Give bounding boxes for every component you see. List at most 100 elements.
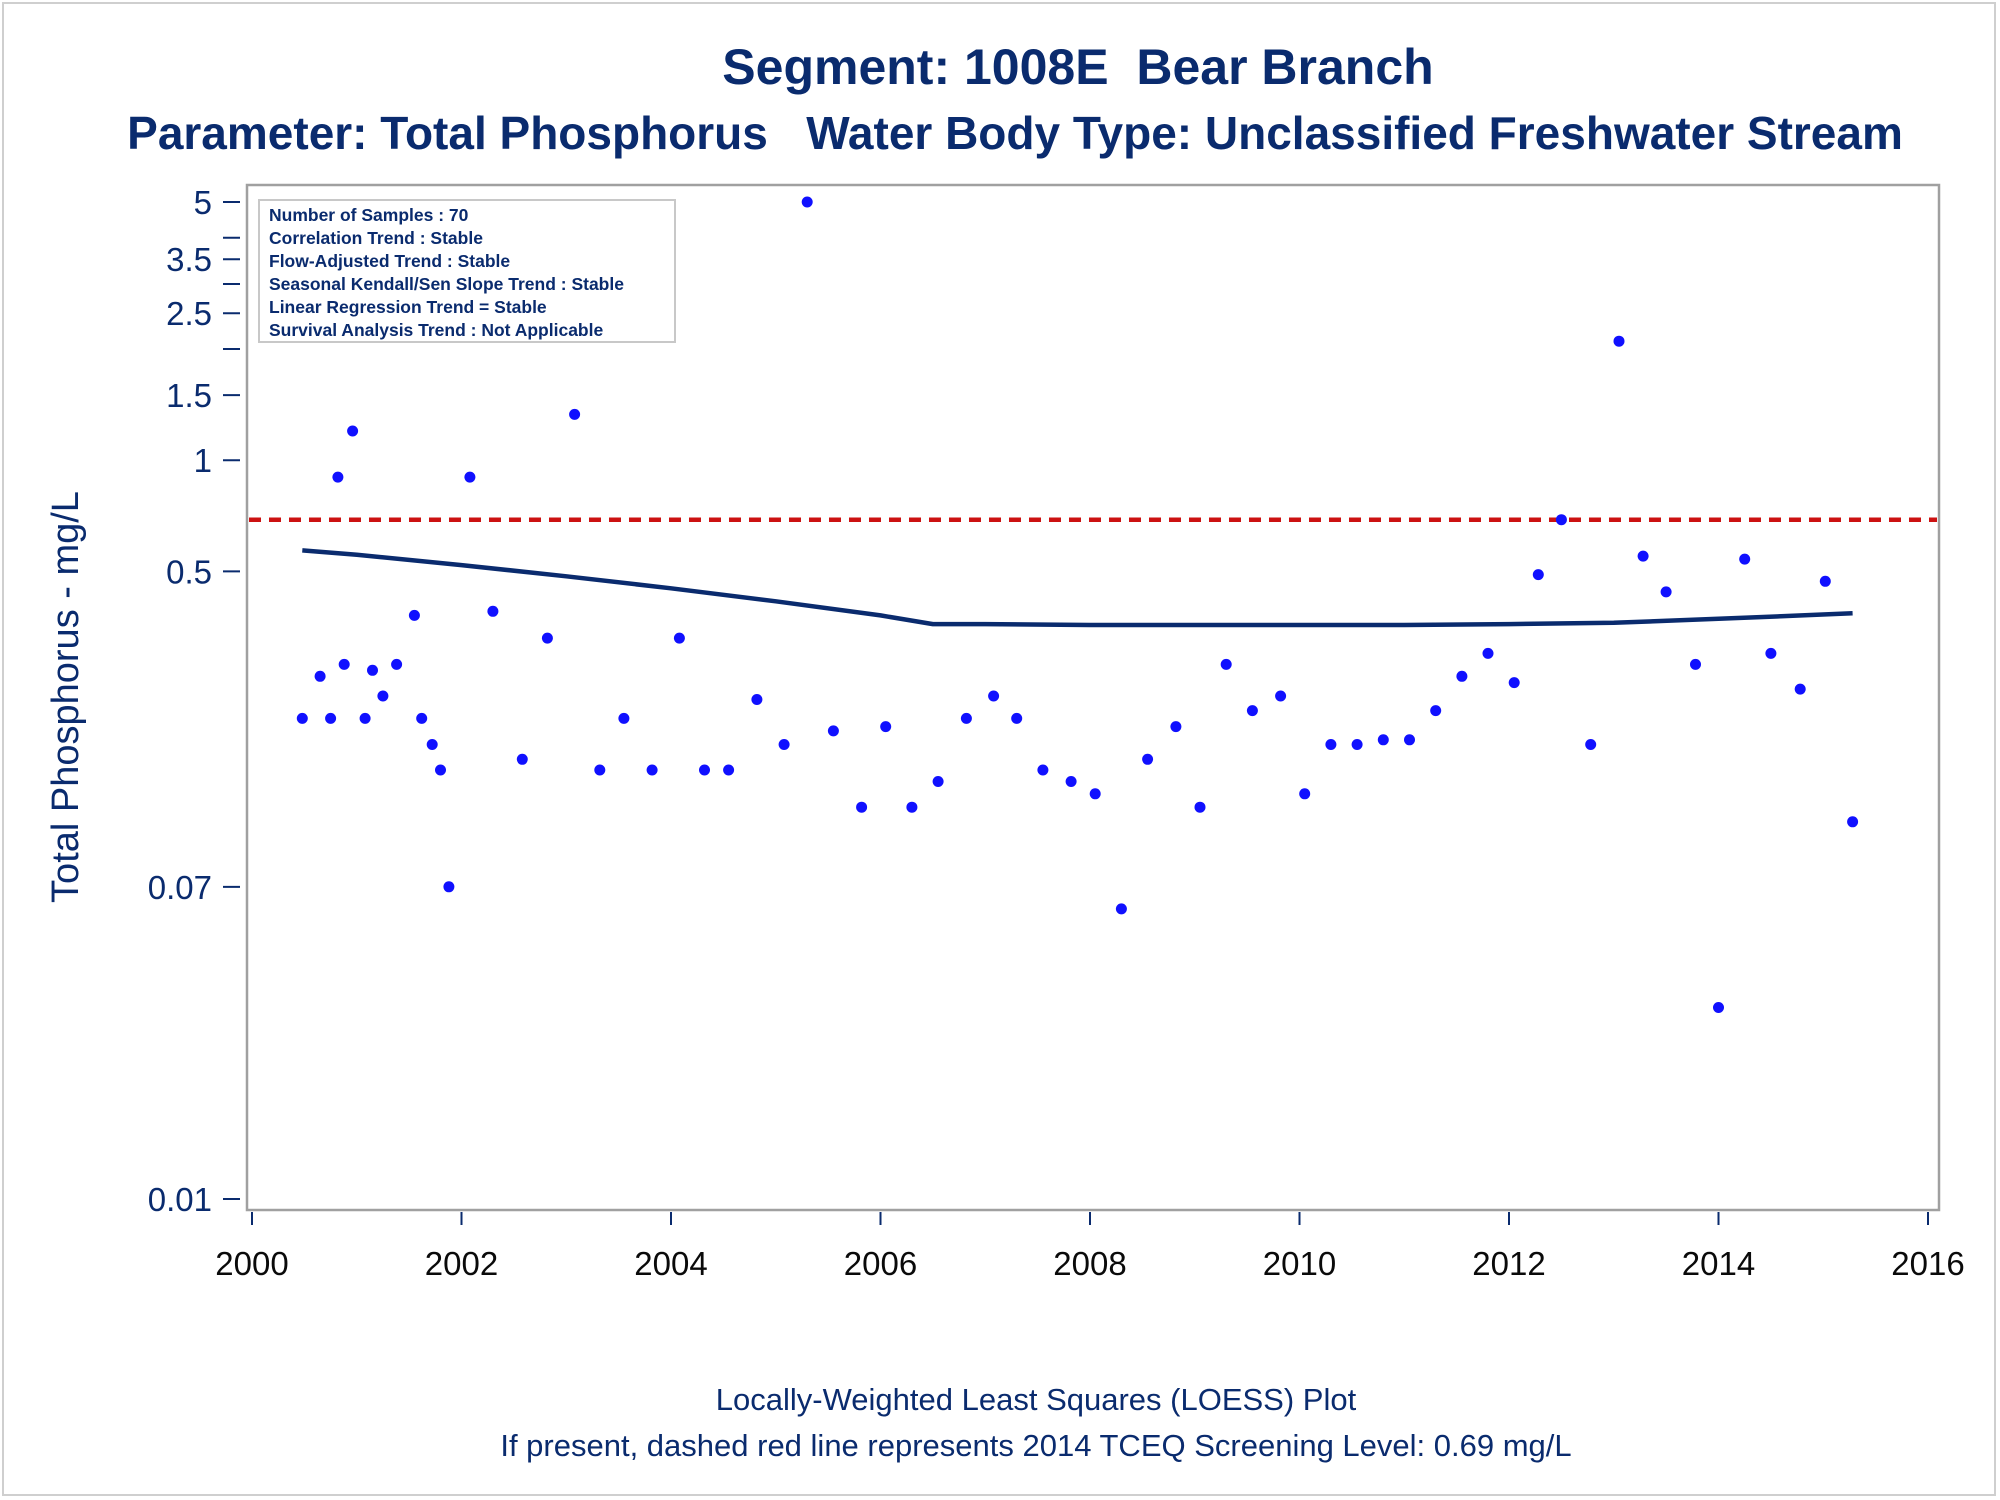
data-point [332,471,344,483]
data-point [778,739,790,750]
data-point [1690,658,1701,670]
footnote-screening: If present, dashed red line represents 2… [500,1428,1572,1463]
x-tick-label: 2010 [1263,1245,1336,1282]
data-point [1089,788,1101,800]
data-point [618,712,630,724]
data-point [377,690,389,702]
y-tick-label: 0.5 [166,553,212,590]
data-point [1404,734,1415,746]
data-point [906,801,918,813]
data-point [1246,705,1258,717]
data-point [1794,683,1806,695]
y-tick-label: 2.5 [166,295,212,332]
data-point [1115,903,1127,915]
data-point [1508,677,1520,689]
data-point [516,753,528,765]
x-tick-label: 2012 [1472,1245,1545,1282]
info-box: Number of Samples : 70 Correlation Trend… [258,199,676,343]
info-line: Flow-Adjusted Trend : Stable [269,251,510,271]
data-point [1351,739,1363,750]
data-point [699,764,710,776]
loess-line [302,548,1853,628]
data-point [1194,801,1206,813]
data-point [827,725,839,737]
info-line: Survival Analysis Trend : Not Applicable [269,320,603,340]
data-point [1847,816,1859,828]
data-point [1613,335,1625,347]
data-point [1065,776,1077,787]
x-tick-label: 2000 [215,1245,288,1282]
info-box-border [258,199,676,343]
data-point [880,721,892,733]
data-point [1456,670,1468,682]
data-point [359,712,371,724]
data-point [569,408,581,420]
data-point [673,632,685,644]
data-point [723,764,735,776]
data-point [464,471,476,483]
data-point [1713,1002,1724,1013]
data-point [594,764,606,776]
data-point [1765,647,1777,659]
info-line: Correlation Trend : Stable [269,228,483,248]
y-tick-label: 0.01 [148,1181,212,1218]
data-point [541,632,553,644]
x-tick-label: 2006 [844,1245,917,1282]
data-point [426,739,438,750]
data-point [646,764,658,776]
data-point [314,670,326,682]
x-tick-label: 2008 [1053,1245,1126,1282]
data-point [960,712,972,724]
data-point [1220,658,1232,670]
data-point [1299,788,1311,800]
x-tick-label: 2014 [1682,1245,1755,1282]
x-tick-label: 2016 [1891,1245,1964,1282]
plot-area [245,183,1941,1212]
data-point [1430,705,1442,717]
points-layer [296,196,1859,1013]
data-point [1142,753,1154,765]
data-point [1325,739,1337,750]
data-point [408,609,420,621]
data-point [1637,550,1649,562]
y-axis: 5 3.5 2.5 1.5 1 0.5 0.07 0.01 [148,184,240,1218]
y-axis-label: Total Phosphorus - mg/L [45,491,87,903]
data-point [988,690,1000,702]
data-point [487,605,499,617]
data-point [1011,712,1023,724]
data-point [1377,734,1389,746]
x-axis: 2000 2002 2004 2006 2008 2010 2012 2014 2016 [215,1212,1965,1282]
data-point [1037,764,1049,776]
data-point [1482,647,1494,659]
info-line: Seasonal Kendall/Sen Slope Trend : Stabl… [269,274,624,294]
data-point [367,664,378,676]
data-point [1585,739,1597,750]
data-point [751,694,763,705]
chart-title: Segment: 1008E Bear Branch [722,39,1434,95]
data-point [801,196,813,208]
data-point [1170,721,1182,733]
loess-layer [302,548,1853,628]
data-point [338,658,350,670]
data-point [347,425,359,437]
footnote-method: Locally-Weighted Least Squares (LOESS) P… [715,1382,1357,1417]
chart-subtitle: Parameter: Total Phosphorus Water Body T… [127,107,1903,159]
data-point [1739,553,1751,565]
data-point [1660,586,1672,598]
data-point [435,764,446,776]
data-point [416,712,428,724]
data-point [1555,514,1567,526]
x-tick-label: 2002 [425,1245,498,1282]
data-point [932,776,944,787]
info-line: Number of Samples : 70 [269,205,469,225]
data-point [1532,569,1544,581]
data-point [325,712,337,724]
y-tick-label: 1 [194,442,212,479]
data-point [296,712,308,724]
y-tick-label: 3.5 [166,241,212,278]
x-tick-label: 2004 [634,1245,707,1282]
data-point [391,658,403,670]
data-point [856,801,868,813]
